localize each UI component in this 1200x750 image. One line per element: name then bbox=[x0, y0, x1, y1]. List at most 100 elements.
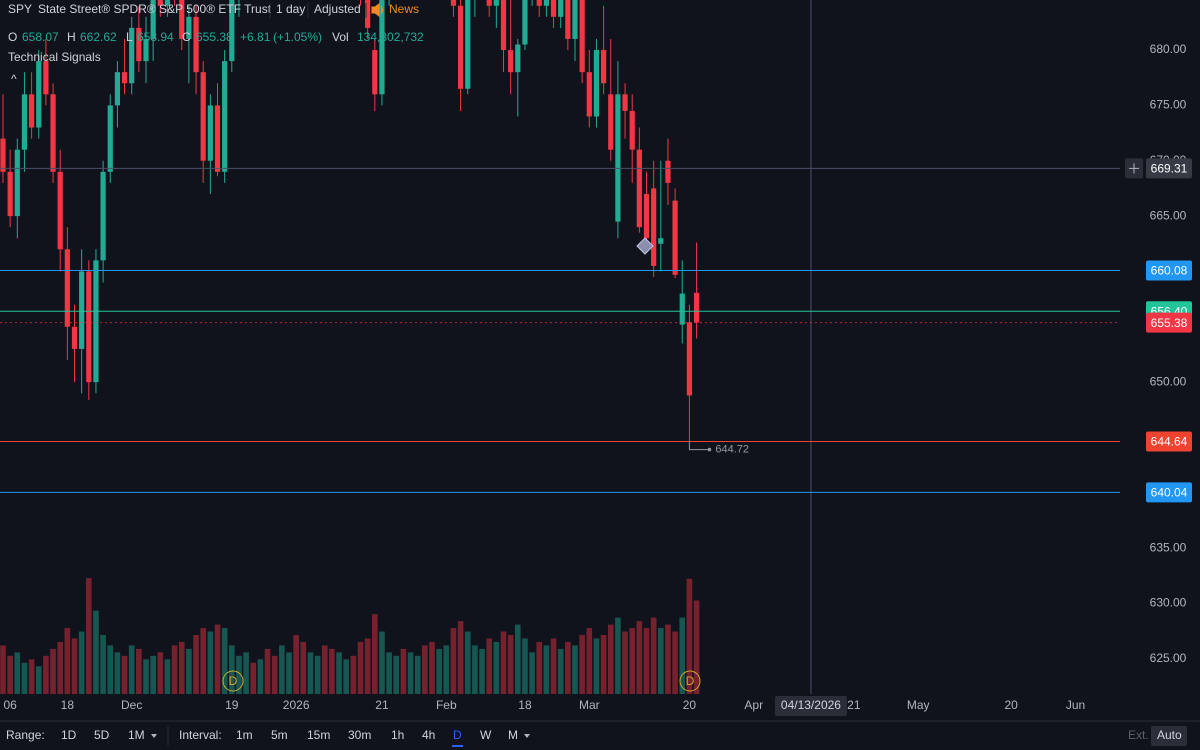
candle-body bbox=[129, 27, 135, 84]
volume-value: 134,802,732 bbox=[357, 30, 424, 44]
legend-header: SPY State Street® SPDR® S&P 500® ETF Tru… bbox=[8, 2, 424, 86]
volume-bar bbox=[679, 617, 686, 694]
candle-body bbox=[186, 16, 192, 39]
interval-button[interactable]: 15m bbox=[307, 728, 330, 742]
interval-button[interactable]: 30m bbox=[348, 728, 371, 742]
volume-bar bbox=[522, 638, 528, 694]
x-tick-label: May bbox=[907, 698, 930, 712]
volume-bar bbox=[436, 648, 442, 694]
ext-button[interactable]: Ext. bbox=[1128, 728, 1149, 742]
volume-bar bbox=[443, 645, 450, 694]
candle-body bbox=[14, 149, 20, 217]
candle-body bbox=[550, 0, 557, 17]
volume-bar bbox=[479, 648, 485, 694]
crosshair-date-bg bbox=[774, 696, 847, 716]
candle-body bbox=[493, 0, 499, 6]
candle-body bbox=[121, 72, 128, 84]
candle-body bbox=[586, 72, 592, 117]
volume-bar bbox=[78, 631, 85, 694]
volume-bar bbox=[71, 638, 78, 694]
x-tick-label: 20 bbox=[1004, 698, 1018, 712]
range-button[interactable]: 1D bbox=[61, 728, 77, 742]
symbol[interactable]: SPY bbox=[8, 2, 32, 16]
candle-body bbox=[207, 105, 213, 161]
candle-body bbox=[658, 238, 664, 244]
candle-body bbox=[64, 249, 70, 327]
volume-bar bbox=[386, 652, 392, 694]
candle-body bbox=[29, 94, 35, 128]
volume-bar bbox=[21, 662, 28, 694]
price-level-tag bbox=[1146, 482, 1192, 503]
candle-body bbox=[193, 16, 199, 73]
candle-body bbox=[71, 326, 78, 349]
interval-button[interactable]: W bbox=[480, 728, 492, 742]
interval-button[interactable]: 1m bbox=[236, 728, 253, 742]
volume-bar bbox=[343, 659, 349, 694]
auto-button[interactable]: Auto bbox=[1157, 728, 1182, 742]
volume-bar bbox=[364, 638, 371, 694]
crosshair-price-tag bbox=[1146, 158, 1192, 179]
price-level-label: 640.04 bbox=[1151, 486, 1188, 500]
volume-bar bbox=[586, 628, 593, 694]
range-button[interactable]: 1M bbox=[128, 728, 145, 742]
interval-button[interactable]: 5m bbox=[271, 728, 288, 742]
volume-bar bbox=[579, 635, 585, 694]
volume-bar bbox=[486, 638, 492, 694]
x-tick-label: Feb bbox=[436, 698, 457, 712]
candle-body bbox=[579, 0, 585, 73]
volume-bar bbox=[629, 628, 635, 694]
volume-bar bbox=[379, 631, 385, 694]
volume-bar bbox=[393, 655, 400, 694]
volume-bar bbox=[107, 645, 114, 694]
volume-bar bbox=[329, 648, 335, 694]
volume-bar bbox=[450, 628, 457, 694]
candle-body bbox=[665, 160, 671, 183]
candle-body bbox=[93, 260, 99, 383]
volume-bar bbox=[686, 578, 693, 694]
volume-bar bbox=[200, 628, 206, 694]
volume-bar bbox=[286, 652, 292, 694]
volume-bar bbox=[86, 578, 92, 694]
candle-body bbox=[157, 0, 163, 6]
open-label: O bbox=[8, 30, 17, 44]
volume-bar bbox=[658, 628, 664, 694]
volume-bar bbox=[57, 641, 63, 694]
candle-body bbox=[515, 44, 521, 73]
candle-body bbox=[615, 94, 621, 222]
high-value: 662.62 bbox=[80, 30, 117, 44]
close-label: C bbox=[182, 30, 191, 44]
low-value: 653.94 bbox=[137, 30, 174, 44]
interval-button[interactable]: D bbox=[453, 728, 462, 742]
volume-bar bbox=[607, 624, 614, 694]
news-link[interactable]: News bbox=[389, 2, 419, 16]
interval-button[interactable]: 4h bbox=[422, 728, 435, 742]
volume-bar bbox=[672, 631, 678, 694]
change-percent: (+1.05%) bbox=[273, 30, 322, 44]
interval[interactable]: 1 day bbox=[276, 2, 305, 16]
volume-bar bbox=[229, 645, 235, 694]
interval-button[interactable]: M bbox=[508, 728, 518, 742]
volume-bar bbox=[500, 631, 507, 694]
high-label: H bbox=[67, 30, 76, 44]
price-level-label: 655.38 bbox=[1151, 316, 1188, 330]
signal-marker[interactable] bbox=[636, 237, 654, 255]
technical-signals[interactable]: Technical Signals bbox=[8, 50, 101, 64]
candle-body bbox=[508, 50, 514, 73]
candle-body bbox=[179, 0, 185, 39]
candle-body bbox=[229, 0, 235, 62]
adjustment[interactable]: Adjusted bbox=[314, 2, 361, 16]
volume-bar bbox=[164, 659, 171, 694]
collapse-toggle[interactable]: ^ bbox=[11, 72, 17, 86]
candle-body bbox=[643, 193, 650, 239]
volume-bar bbox=[693, 600, 700, 694]
volume-bar bbox=[643, 628, 650, 694]
range-button[interactable]: 5D bbox=[94, 728, 110, 742]
volume-bar bbox=[64, 628, 71, 694]
dividend-marker[interactable] bbox=[679, 670, 701, 692]
interval-button[interactable]: 1h bbox=[391, 728, 404, 742]
y-tick-label: 625.00 bbox=[1150, 651, 1187, 665]
volume-bar bbox=[121, 655, 128, 694]
plus-icon bbox=[1129, 163, 1139, 174]
dividend-marker[interactable] bbox=[222, 670, 244, 692]
